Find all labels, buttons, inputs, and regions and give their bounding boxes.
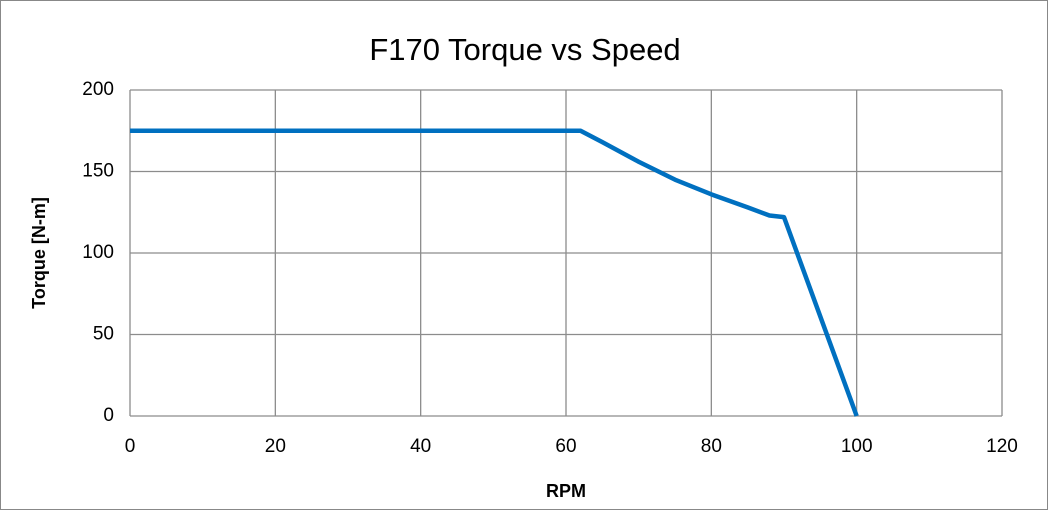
chart-title: F170 Torque vs Speed [369,32,680,67]
x-tick-label: 60 [555,436,576,457]
y-tick-label: 0 [103,405,114,426]
y-tick-label: 150 [82,161,114,182]
x-tick-label: 20 [265,436,286,457]
x-axis-label: RPM [546,481,586,501]
data-line [130,128,859,417]
y-tick-label: 100 [82,242,114,263]
x-tick-label: 120 [986,436,1018,457]
x-tick-label: 100 [841,436,873,457]
y-tick-label: 50 [93,324,114,345]
y-axis-label: Torque [N-m] [29,197,49,309]
y-tick-label: 200 [82,79,114,100]
x-tick-label: 0 [125,436,136,457]
x-tick-label: 40 [410,436,431,457]
x-tick-label: 80 [701,436,722,457]
